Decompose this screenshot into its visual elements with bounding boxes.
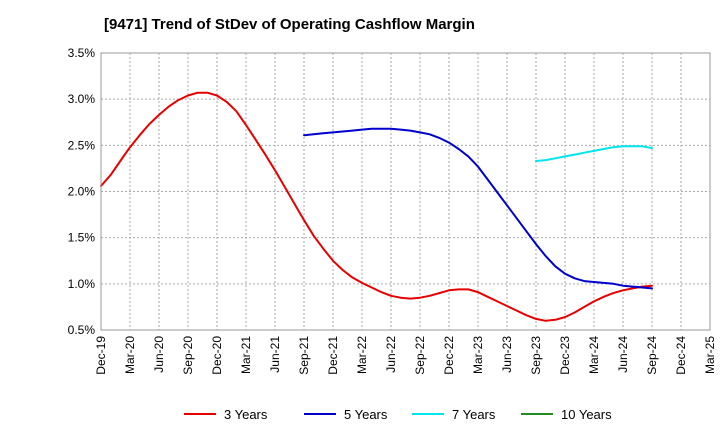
x-tick-label: Mar-24	[587, 336, 601, 374]
y-tick-label: 0.5%	[68, 323, 96, 337]
x-tick-label: Sep-24	[645, 336, 659, 375]
y-tick-label: 2.0%	[68, 185, 96, 199]
y-tick-label: 3.0%	[68, 92, 96, 106]
x-tick-label: Mar-22	[355, 336, 369, 374]
y-tick-label: 3.5%	[68, 46, 96, 60]
x-tick-label: Jun-21	[268, 336, 282, 373]
legend-label-3-years: 3 Years	[224, 407, 268, 422]
legend-label-5-years: 5 Years	[344, 407, 388, 422]
legend-label-10-years: 10 Years	[561, 407, 612, 422]
x-axis-tick-labels: Dec-19 Mar-20 Jun-20 Sep-20 Dec-20 Mar-21 Jun-…	[94, 336, 717, 375]
x-tick-label: Dec-19	[94, 336, 108, 375]
x-tick-label: Dec-22	[442, 336, 456, 375]
x-tick-label: Mar-21	[239, 336, 253, 374]
series-line-3-years	[100, 91, 653, 322]
x-tick-label: Dec-20	[210, 336, 224, 375]
y-tick-label: 1.0%	[68, 277, 96, 291]
x-tick-label: Jun-20	[152, 336, 166, 373]
x-tick-label: Sep-23	[529, 336, 543, 375]
x-tick-label: Jun-23	[500, 336, 514, 373]
x-tick-label: Dec-21	[326, 336, 340, 375]
x-tick-label: Mar-25	[703, 336, 717, 374]
x-tick-label: Mar-20	[123, 336, 137, 374]
x-tick-label: Jun-22	[384, 336, 398, 373]
x-tick-label: Sep-22	[413, 336, 427, 375]
x-tick-label: Jun-24	[616, 336, 630, 373]
series-line-7-years	[535, 145, 653, 162]
x-tick-label: Dec-23	[558, 336, 572, 375]
plot-frame	[100, 52, 711, 331]
y-tick-label: 2.5%	[68, 138, 96, 152]
x-tick-label: Dec-24	[674, 336, 688, 375]
x-tick-label: Mar-23	[471, 336, 485, 374]
x-tick-label: Sep-20	[181, 336, 195, 375]
y-tick-label: 1.5%	[68, 231, 96, 245]
legend-label-7-years: 7 Years	[452, 407, 496, 422]
series-line-5-years	[303, 127, 653, 290]
x-tick-label: Sep-21	[297, 336, 311, 375]
y-axis-tick-labels: 0.5% 1.0% 1.5% 2.0% 2.5% 3.0% 3.5%	[68, 46, 96, 337]
series-lines	[100, 91, 653, 322]
grid-lines	[101, 53, 710, 330]
chart-title: [9471] Trend of StDev of Operating Cashf…	[104, 16, 475, 33]
legend: 3 Years 5 Years 7 Years 10 Years	[184, 407, 612, 422]
